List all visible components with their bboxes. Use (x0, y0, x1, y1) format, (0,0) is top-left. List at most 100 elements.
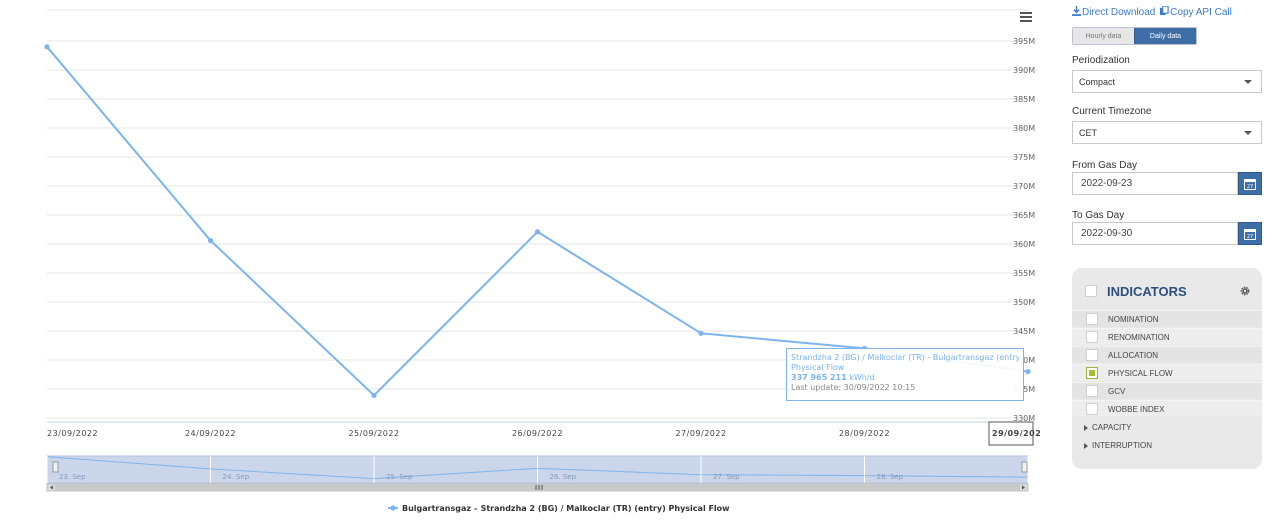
x-axis-ticks: 23/09/2022 24/09/2022 25/09/2022 26/09/2022… (47, 421, 1040, 446)
x-tick-label: 29/09/2022 (992, 429, 1040, 438)
indicator-checkbox[interactable] (1086, 349, 1098, 361)
indicator-wobbe-index[interactable]: WOBBE INDEX (1072, 400, 1262, 417)
indicator-checkbox[interactable] (1086, 313, 1098, 325)
scroll-right-icon (1022, 485, 1025, 490)
indicator-nomination[interactable]: NOMINATION (1072, 310, 1262, 327)
navigator-label: 24. Sep (223, 473, 250, 481)
copy-icon (1160, 6, 1169, 16)
indicator-checkbox-checked[interactable] (1086, 367, 1098, 379)
y-tick-label: 330M (1013, 414, 1035, 423)
copy-api-call-label: Copy API Call (1170, 7, 1232, 18)
y-tick-label: 390M (1013, 66, 1035, 75)
y-tick-label: 385M (1013, 95, 1035, 104)
navigator-label: 26. Sep (550, 473, 577, 481)
data-point (534, 229, 541, 235)
indicator-label: ALLOCATION (1108, 350, 1159, 360)
from-gas-day-input[interactable]: 2022-09-23 (1072, 172, 1238, 195)
data-point (44, 44, 50, 50)
group-label: INTERRUPTION (1092, 441, 1152, 450)
tooltip-indicator: Physical Flow (791, 363, 845, 372)
x-tick-label: 25/09/2022 (348, 429, 399, 438)
legend-marker (390, 505, 396, 511)
y-tick-label: 335M (1013, 385, 1035, 394)
from-gas-day-label: From Gas Day (1072, 160, 1138, 171)
y-tick-label: 380M (1013, 124, 1035, 133)
group-capacity[interactable]: CAPACITY (1084, 423, 1131, 432)
chevron-down-icon (1244, 80, 1252, 84)
direct-download-label: Direct Download (1082, 7, 1156, 18)
x-tick-highlight-box (988, 421, 1034, 446)
to-calendar-button[interactable]: 27 (1238, 222, 1262, 245)
y-tick-label: 340M (1013, 356, 1035, 365)
data-point (371, 392, 377, 398)
data-resolution-toggle: Hourly data Daily data (1072, 27, 1197, 45)
to-gas-day-label: To Gas Day (1072, 210, 1125, 221)
periodization-value: Compact (1079, 77, 1116, 87)
indicators-title: INDICATORS (1107, 283, 1187, 299)
periodization-label: Periodization (1072, 55, 1130, 66)
indicator-checkbox[interactable] (1086, 403, 1098, 415)
chart-tooltip: Strandzha 2 (BG) / Malkoclar (TR) - Bulg… (786, 348, 1024, 401)
tooltip-unit: kWh/d (849, 373, 875, 382)
indicator-label: NOMINATION (1108, 314, 1159, 324)
from-calendar-button[interactable]: 27 (1238, 172, 1262, 195)
download-icon (1072, 6, 1081, 16)
select-all-checkbox[interactable] (1085, 285, 1097, 297)
y-tick-label: 370M (1013, 182, 1035, 191)
indicator-label: GCV (1108, 386, 1126, 396)
navigator-label: 23. Sep (59, 473, 86, 481)
navigator-label: 27. Sep (713, 473, 740, 481)
timezone-value: CET (1079, 128, 1097, 138)
indicator-checkbox[interactable] (1086, 331, 1098, 343)
line-chart: 395M 390M 385M 380M 375M 370M 365M 360M 355M 350M… (44, 9, 1040, 513)
indicator-checkbox[interactable] (1086, 385, 1098, 397)
data-point (207, 237, 214, 244)
y-tick-label: 365M (1013, 211, 1035, 220)
legend: Bulgartransgaz – Strandzha 2 (BG) / Malk… (388, 504, 730, 513)
navigator-handle-right (1021, 461, 1028, 473)
chevron-right-icon (1084, 442, 1088, 449)
data-point (698, 330, 704, 336)
action-links: Direct Download Copy API Call (1072, 6, 1234, 18)
calendar-day-text: 27 (1247, 184, 1253, 190)
chart-menu-icon[interactable] (1020, 12, 1032, 23)
y-tick-label: 350M (1013, 298, 1035, 307)
scrollbar-grip-icon (535, 485, 543, 490)
calendar-day-text: 27 (1247, 234, 1253, 240)
indicator-label: RENOMINATION (1108, 332, 1170, 342)
periodization-select[interactable]: Compact (1072, 70, 1262, 93)
indicator-gcv[interactable]: GCV (1072, 382, 1262, 399)
group-label: CAPACITY (1092, 423, 1132, 432)
series-layer (44, 44, 1031, 398)
indicators-header: INDICATORS (1085, 282, 1187, 300)
timezone-select[interactable]: CET (1072, 121, 1262, 144)
hourly-data-button[interactable]: Hourly data (1073, 28, 1134, 44)
calendar-icon: 27 (1244, 228, 1256, 240)
tooltip-value: 337 965 211 (791, 373, 847, 382)
navigator-scrollbar-thumb (55, 484, 1020, 491)
timezone-label: Current Timezone (1072, 106, 1152, 117)
navigator-label: 25. Sep (386, 473, 413, 481)
y-tick-label: 355M (1013, 269, 1035, 278)
chevron-right-icon (1084, 424, 1088, 431)
direct-download-link[interactable]: Direct Download (1072, 6, 1158, 18)
indicator-physical-flow[interactable]: PHYSICAL FLOW (1072, 364, 1262, 381)
tooltip-title: Strandzha 2 (BG) / Malkoclar (TR) - Bulg… (791, 353, 1019, 362)
navigator-label: 28. Sep (877, 473, 904, 481)
copy-api-call-link[interactable]: Copy API Call (1160, 6, 1232, 18)
daily-data-button[interactable]: Daily data (1134, 28, 1196, 44)
y-axis-ticks: 395M 390M 385M 380M 375M 370M 365M 360M 355M 350M… (1013, 37, 1035, 423)
y-tick-label: 345M (1013, 327, 1035, 336)
x-tick-label: 24/09/2022 (185, 429, 236, 438)
y-tick-label: 360M (1013, 240, 1035, 249)
group-interruption[interactable]: INTERRUPTION (1084, 441, 1152, 450)
x-tick-label: 26/09/2022 (512, 429, 563, 438)
indicator-renomination[interactable]: RENOMINATION (1072, 328, 1262, 345)
scroll-left-icon (50, 485, 53, 490)
indicator-allocation[interactable]: ALLOCATION (1072, 346, 1262, 363)
legend-label: Bulgartransgaz – Strandzha 2 (BG) / Malk… (402, 504, 730, 513)
calendar-icon: 27 (1244, 178, 1256, 190)
gear-icon[interactable] (1239, 285, 1251, 297)
to-gas-day-input[interactable]: 2022-09-30 (1072, 222, 1238, 245)
x-tick-label: 27/09/2022 (675, 429, 726, 438)
